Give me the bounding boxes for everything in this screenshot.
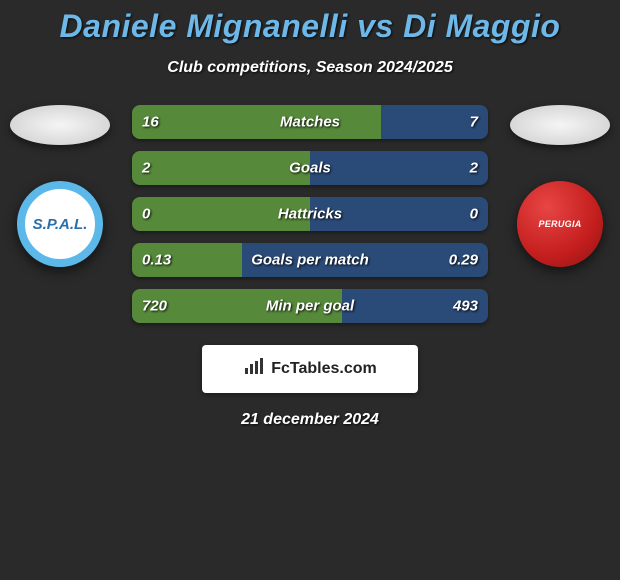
stat-label: Goals	[289, 160, 331, 177]
stat-left-value: 2	[142, 160, 150, 177]
player-left-avatar	[10, 105, 110, 145]
branding-box: FcTables.com	[202, 345, 418, 393]
chart-icon	[243, 358, 265, 381]
stat-bars: 16 7 Matches 2 2 Goals 0 0 Hattricks 0.13 0.29 Goal…	[132, 105, 488, 323]
stat-label: Matches	[280, 114, 340, 131]
left-player-col: S.P.A.L.	[0, 105, 120, 267]
stat-bar-left-seg	[132, 151, 310, 185]
stat-bar-right-seg	[310, 151, 488, 185]
stat-label: Goals per match	[251, 252, 369, 269]
stat-left-value: 720	[142, 298, 167, 315]
stat-left-value: 16	[142, 114, 159, 131]
date-label: 21 december 2024	[0, 411, 620, 429]
stat-bar: 0.13 0.29 Goals per match	[132, 243, 488, 277]
stat-bar-left-seg	[132, 105, 381, 139]
stat-right-value: 2	[470, 160, 478, 177]
stat-right-value: 0	[470, 206, 478, 223]
club-badge-left: S.P.A.L.	[17, 181, 103, 267]
comparison-card: Daniele Mignanelli vs Di Maggio Club com…	[0, 0, 620, 429]
stat-right-value: 7	[470, 114, 478, 131]
stat-left-value: 0	[142, 206, 150, 223]
stat-label: Hattricks	[278, 206, 342, 223]
stat-right-value: 493	[453, 298, 478, 315]
stat-bar: 720 493 Min per goal	[132, 289, 488, 323]
club-badge-right-label: PERUGIA	[538, 219, 581, 229]
stat-bar: 16 7 Matches	[132, 105, 488, 139]
stat-bar: 0 0 Hattricks	[132, 197, 488, 231]
subtitle: Club competitions, Season 2024/2025	[0, 59, 620, 77]
right-player-col: PERUGIA	[500, 105, 620, 267]
stat-bar: 2 2 Goals	[132, 151, 488, 185]
club-badge-left-label: S.P.A.L.	[33, 216, 88, 233]
stat-label: Min per goal	[266, 298, 354, 315]
branding-label: FcTables.com	[271, 360, 377, 378]
stat-left-value: 0.13	[142, 252, 171, 269]
player-right-avatar	[510, 105, 610, 145]
page-title: Daniele Mignanelli vs Di Maggio	[0, 8, 620, 45]
club-badge-right: PERUGIA	[517, 181, 603, 267]
stat-right-value: 0.29	[449, 252, 478, 269]
main-row: S.P.A.L. 16 7 Matches 2 2 Goals 0 0 Hattricks 0.1…	[0, 105, 620, 323]
